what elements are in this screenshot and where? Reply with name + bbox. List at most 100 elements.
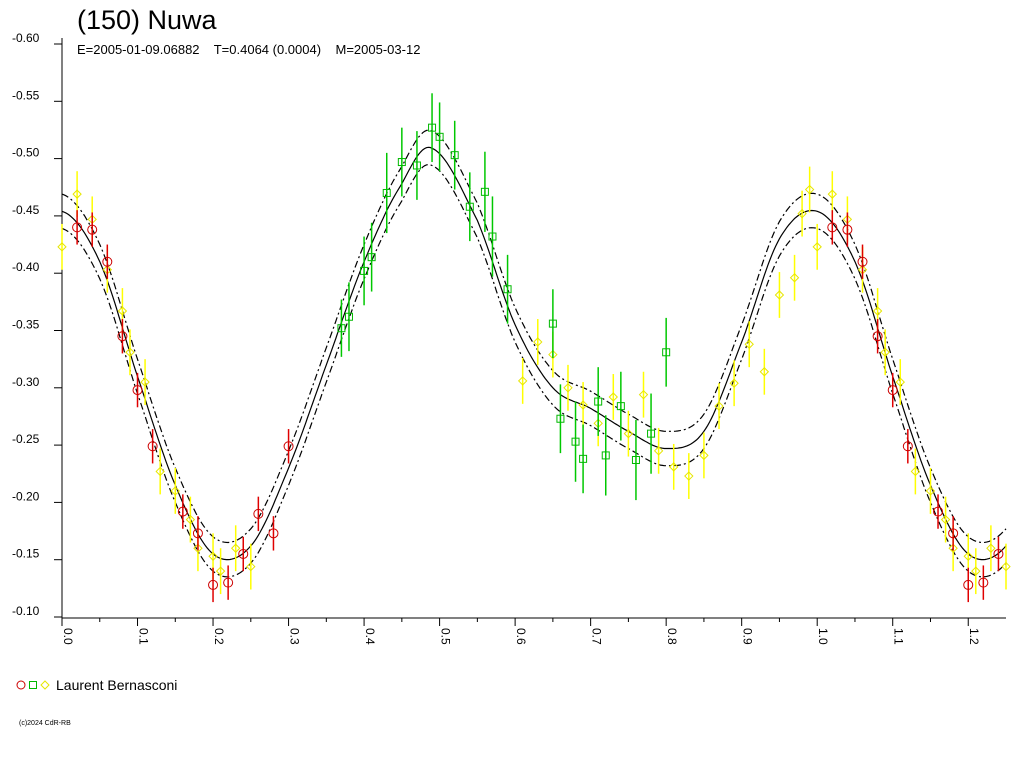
diamond-marker: [1001, 561, 1011, 572]
legend: Laurent Bernasconi: [16, 676, 177, 694]
circle-marker: [177, 506, 188, 517]
yellow-data-point: [185, 496, 196, 543]
diamond-marker: [880, 347, 890, 357]
green-data-point: [571, 401, 580, 482]
circle-marker: [978, 577, 989, 588]
diamond-marker: [533, 337, 543, 347]
circle-marker: [87, 224, 98, 235]
y-tick-label: -0.60: [12, 31, 40, 45]
diamond-marker: [963, 551, 973, 561]
square-marker: [382, 188, 391, 197]
circle-marker: [268, 528, 279, 539]
circle-marker: [132, 385, 143, 396]
red-data-point: [948, 516, 959, 551]
yellow-data-point: [246, 543, 256, 590]
data-points: [57, 93, 1011, 603]
yellow-data-point: [774, 272, 785, 318]
circle-marker: [208, 579, 219, 590]
copyright-note: (c)2024 CdR-RB: [19, 720, 71, 727]
square-marker: [548, 319, 557, 328]
y-tick-label: -0.30: [12, 375, 40, 389]
yellow-data-point: [895, 359, 905, 405]
red-data-point: [223, 565, 234, 600]
yellow-data-point: [125, 329, 135, 376]
y-tick-label: -0.25: [12, 432, 40, 446]
green-data-point: [556, 384, 565, 454]
green-data-point: [397, 127, 406, 197]
diamond-marker: [797, 208, 807, 219]
green-data-point: [548, 289, 557, 359]
yellow-data-point: [940, 496, 951, 543]
square-marker: [594, 397, 603, 406]
x-tick-label: 0.7: [590, 628, 604, 645]
diamond-marker: [699, 450, 709, 461]
red-data-point: [238, 536, 249, 572]
legend-markers-icon: [16, 680, 50, 690]
y-tick-label: -0.50: [12, 146, 40, 160]
red-data-point: [117, 319, 128, 354]
square-marker: [367, 253, 376, 262]
yellow-data-point: [797, 190, 807, 237]
red-data-point: [993, 536, 1004, 572]
square-marker: [503, 285, 512, 294]
yellow-data-point: [230, 525, 241, 572]
diamond-marker: [623, 428, 634, 439]
square-marker: [662, 348, 671, 357]
x-tick-label: 0.2: [212, 628, 226, 645]
yellow-data-point: [215, 548, 226, 595]
diamond-marker: [608, 392, 619, 402]
red-data-point: [857, 244, 868, 279]
x-tick-label: 0.5: [439, 628, 453, 645]
diamond-marker: [653, 446, 664, 456]
diamond-marker: [246, 561, 256, 572]
diamond-marker: [563, 383, 573, 393]
green-data-point: [601, 415, 610, 496]
circle-marker: [887, 385, 898, 396]
x-tick-label: 0.3: [288, 628, 302, 645]
red-data-point: [72, 210, 83, 245]
circle-marker: [283, 441, 294, 452]
x-tick-label: 0.0: [61, 628, 75, 645]
diamond-marker: [940, 514, 951, 525]
red-data-point: [208, 567, 219, 603]
fit-curve: [61, 146, 1007, 561]
green-data-point: [579, 424, 588, 494]
diamond-marker: [208, 551, 218, 561]
yellow-data-point: [925, 468, 936, 514]
square-marker: [465, 202, 474, 211]
circle-marker: [827, 222, 838, 233]
diamond-marker: [804, 184, 815, 195]
diamond-marker: [872, 306, 883, 316]
yellow-data-point: [880, 329, 890, 376]
yellow-data-point: [812, 223, 822, 270]
chart-subtitle: E=2005-01-09.06882 T=0.4064 (0.0004) M=2…: [77, 42, 421, 57]
x-tick-label: 0.9: [741, 628, 755, 645]
circle-marker: [72, 222, 83, 233]
circle-marker: [102, 256, 113, 267]
green-data-point: [344, 282, 353, 352]
diamond-marker: [72, 189, 82, 199]
red-data-point: [132, 372, 143, 408]
red-data-point: [902, 429, 913, 464]
x-tick-label: 0.4: [363, 628, 377, 645]
yellow-data-point: [170, 468, 180, 514]
square-marker: [360, 266, 369, 275]
yellow-data-point: [699, 432, 709, 479]
square-marker: [647, 429, 656, 438]
diamond-marker: [185, 514, 196, 525]
fit-envelope-lower: [61, 163, 1007, 578]
yellow-data-point: [910, 448, 921, 495]
square-marker: [450, 151, 459, 160]
diamond-marker: [759, 367, 770, 377]
yellow-data-point: [623, 410, 634, 457]
x-tick-label: 0.8: [665, 628, 679, 645]
circle-marker: [253, 508, 264, 519]
circle-marker: [842, 224, 853, 235]
yellow-data-point: [608, 374, 619, 420]
diamond-marker: [578, 400, 588, 410]
yellow-data-point: [533, 319, 543, 365]
yellow-data-point: [827, 171, 838, 218]
yellow-data-point: [759, 348, 770, 395]
square-marker: [480, 187, 489, 196]
